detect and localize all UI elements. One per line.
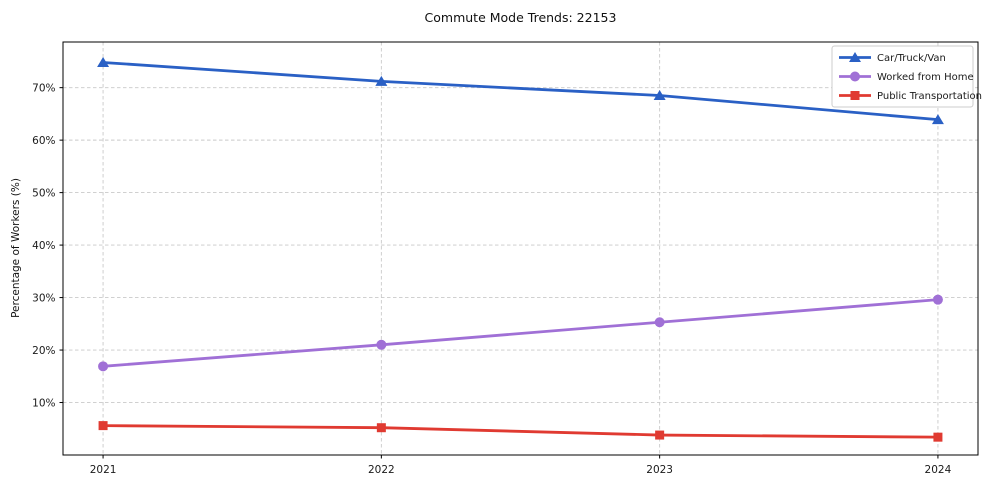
series-marker-car-truck-van [375, 75, 388, 86]
series-marker-worked-from-home [932, 294, 943, 305]
series-public-transportation [98, 421, 943, 442]
tick-marks [59, 87, 939, 459]
y-tick-label: 30% [32, 292, 55, 304]
legend-marker-square-icon [850, 91, 860, 100]
y-tick-label: 10% [32, 397, 55, 409]
series-line-public-transportation [101, 424, 940, 439]
series-marker-car-truck-van [97, 56, 110, 67]
legend-label: Worked from Home [877, 72, 974, 83]
legend-entry-car-truck-van: Car/Truck/Van [839, 52, 946, 64]
series-car-truck-van [97, 56, 944, 125]
plot-border [62, 41, 979, 456]
y-tick-label: 60% [32, 135, 55, 147]
series-line-worked-from-home [101, 298, 940, 368]
y-tick-label: 70% [32, 82, 55, 94]
legend-entry-worked-from-home: Worked from Home [839, 71, 974, 83]
y-tick-label: 40% [32, 240, 55, 252]
series-marker-car-truck-van [653, 90, 666, 101]
legend-entry-public-transportation: Public Transportation [839, 91, 982, 102]
series-line-car-truck-van [101, 61, 940, 122]
legend: Car/Truck/Van Worked from Home Public Tran… [831, 45, 982, 108]
series-marker-public-transportation [98, 421, 108, 431]
x-tick-label: 2023 [646, 464, 673, 476]
y-tick-label: 50% [32, 187, 55, 199]
legend-label: Public Transportation [877, 91, 982, 102]
legend-marker-circle-icon [850, 71, 860, 82]
legend-box [831, 45, 974, 108]
series-marker-car-truck-van [931, 114, 944, 125]
series-marker-public-transportation [655, 430, 665, 440]
x-tick-label: 2024 [925, 464, 952, 476]
series-marker-worked-from-home [654, 317, 665, 328]
legend-label: Car/Truck/Van [877, 53, 946, 64]
legend-marker-triangle-icon [849, 52, 861, 62]
series-marker-worked-from-home [98, 361, 109, 372]
x-tick-label: 2021 [90, 464, 117, 476]
series-marker-public-transportation [933, 432, 943, 442]
series-marker-worked-from-home [376, 339, 387, 350]
series-marker-public-transportation [376, 423, 386, 433]
tick-labels: 2021 2022 2023 2024 10% 20% 30% 40% 50% 60% 70% [32, 82, 951, 476]
gridlines [63, 42, 978, 455]
y-tick-label: 20% [32, 345, 55, 357]
series-worked-from-home [98, 294, 943, 372]
chart-title: Commute Mode Trends: 22153 [424, 10, 617, 25]
x-tick-label: 2022 [368, 464, 395, 476]
